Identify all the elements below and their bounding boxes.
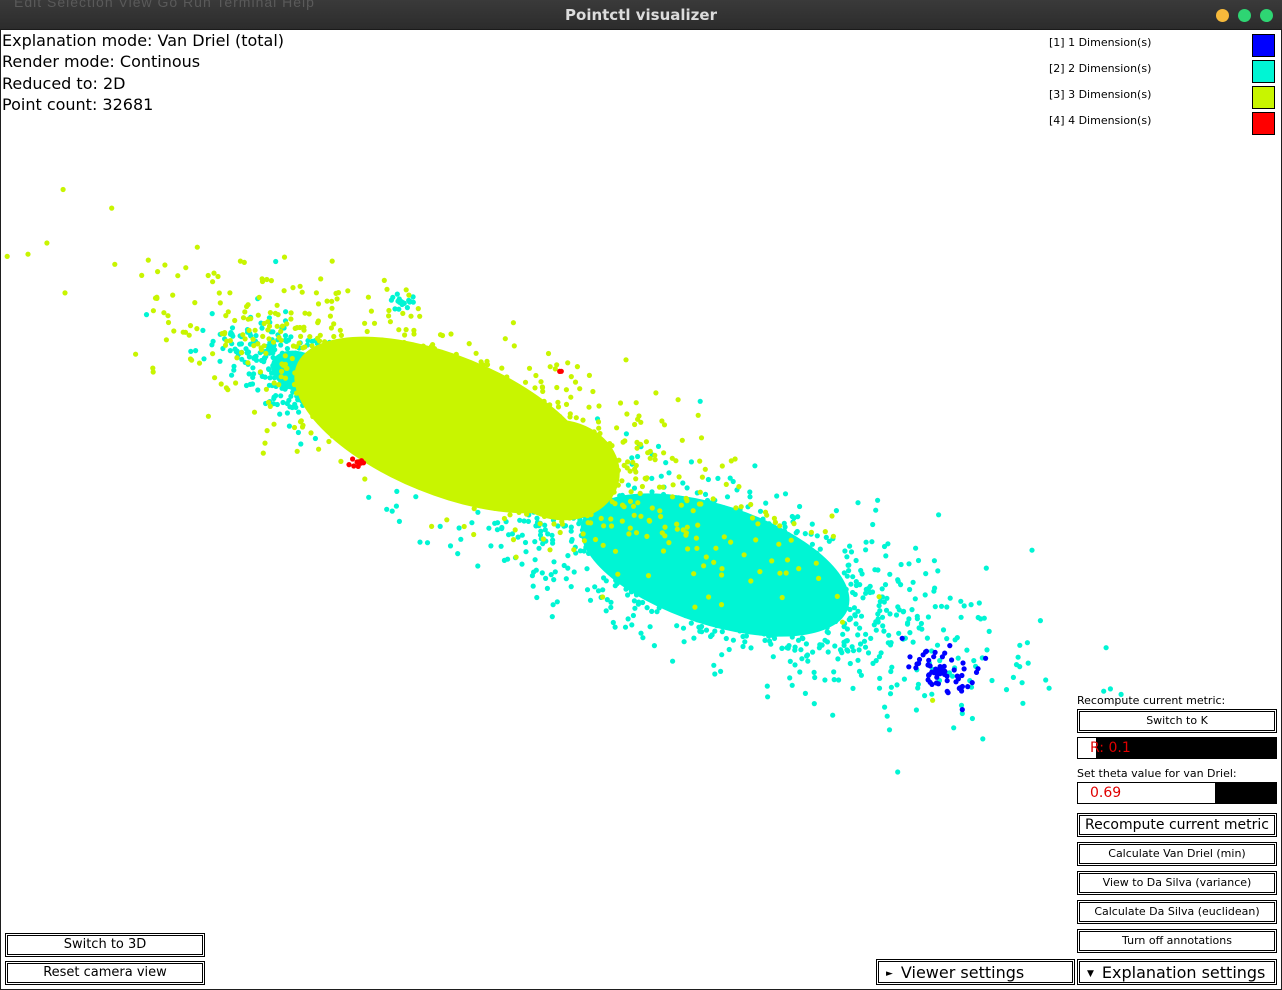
calculate-da-silva-euclidean-button[interactable]: Calculate Da Silva (euclidean) — [1077, 900, 1277, 924]
theta-slider-fill — [1078, 783, 1215, 803]
legend: [1] 1 Dimension(s) [2] 2 Dimension(s) [3… — [1049, 32, 1277, 136]
red-dot-points — [557, 368, 564, 374]
legend-label: [4] 4 Dimension(s) — [1049, 114, 1152, 127]
theta-slider[interactable]: 0.69 — [1077, 782, 1277, 804]
minimize-button[interactable] — [1216, 9, 1229, 22]
cyan-top-points — [388, 291, 416, 312]
theta-label: Set theta value for van Driel: — [1077, 767, 1237, 780]
window-title: Pointctl visualizer — [565, 6, 717, 24]
legend-item-1: [1] 1 Dimension(s) — [1049, 32, 1277, 58]
r-slider[interactable]: R: 0.1 — [1077, 737, 1277, 759]
collapsed-arrow-icon: ► — [886, 969, 893, 979]
view-da-silva-variance-button[interactable]: View to Da Silva (variance) — [1077, 871, 1277, 895]
explanation-mode-text: Explanation mode: Van Driel (total) — [2, 31, 285, 50]
viewer-settings-tab[interactable]: ► Viewer settings — [876, 959, 1075, 985]
calculate-van-driel-min-button[interactable]: Calculate Van Driel (min) — [1077, 842, 1277, 866]
yellow-lobe-core — [500, 419, 620, 521]
switch-to-k-button[interactable]: Switch to K — [1077, 709, 1277, 733]
switch-to-3d-button[interactable]: Switch to 3D — [5, 933, 205, 957]
maximize-button[interactable] — [1238, 9, 1251, 22]
blue-cluster-points — [899, 635, 989, 713]
explanation-settings-label: Explanation settings — [1101, 963, 1266, 982]
legend-swatch — [1252, 112, 1275, 135]
cyan-main-core — [580, 493, 850, 637]
scatter-plot[interactable] — [0, 30, 1282, 990]
legend-item-3: [3] 3 Dimension(s) — [1049, 84, 1277, 110]
window-titlebar: Edit Selection View Go Run Terminal Help… — [0, 0, 1282, 30]
recompute-metric-label: Recompute current metric: — [1077, 694, 1226, 707]
point-count-text: Point count: 32681 — [2, 94, 154, 114]
explanation-panel: Recompute current metric: Switch to K R:… — [1077, 694, 1277, 953]
r-slider-fill — [1078, 738, 1096, 758]
turn-off-annotations-button[interactable]: Turn off annotations — [1077, 929, 1277, 953]
legend-label: [3] 3 Dimension(s) — [1049, 88, 1152, 101]
switch-3d-wrapper: Switch to 3D — [5, 933, 205, 957]
reset-camera-button[interactable]: Reset camera view — [5, 961, 205, 985]
background-menu-text: Edit Selection View Go Run Terminal Help — [14, 0, 315, 10]
legend-item-2: [2] 2 Dimension(s) — [1049, 58, 1277, 84]
explanation-settings-tab[interactable]: ▼ Explanation settings — [1077, 959, 1277, 985]
recompute-metric-button[interactable]: Recompute current metric — [1077, 813, 1277, 837]
info-overlay: Explanation mode: Van Driel (total) Rend… — [2, 30, 284, 115]
legend-swatch — [1252, 34, 1275, 57]
viewer-settings-label: Viewer settings — [900, 963, 1025, 982]
legend-label: [1] 1 Dimension(s) — [1049, 36, 1152, 49]
reduced-to-text: Reduced to: 2D — [2, 73, 126, 93]
legend-swatch — [1252, 60, 1275, 83]
render-mode-text: Render mode: Continous — [2, 52, 201, 72]
close-button[interactable] — [1260, 9, 1273, 22]
r-slider-value: R: 0.1 — [1090, 740, 1131, 756]
red-patch-points — [346, 456, 367, 469]
legend-item-4: [4] 4 Dimension(s) — [1049, 110, 1277, 136]
reset-camera-wrapper: Reset camera view — [5, 961, 205, 985]
legend-swatch — [1252, 86, 1275, 109]
theta-slider-value: 0.69 — [1090, 785, 1122, 801]
expanded-arrow-icon: ▼ — [1087, 969, 1094, 979]
legend-label: [2] 2 Dimension(s) — [1049, 62, 1152, 75]
